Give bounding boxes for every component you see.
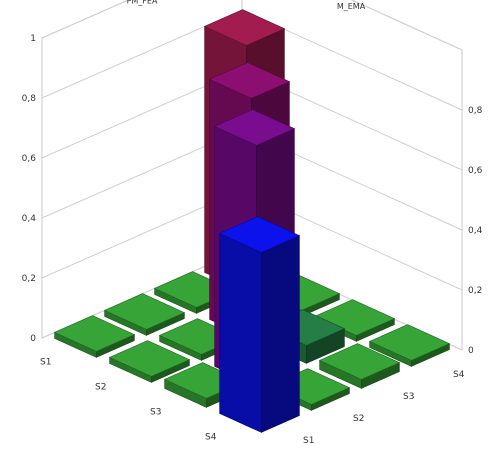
row-tick-label: S1 bbox=[40, 358, 51, 368]
z-tick-label-left: 1 bbox=[30, 34, 36, 44]
bar-face-top bbox=[218, 216, 301, 253]
right-wall-label: M_EMA bbox=[337, 2, 366, 11]
chart-labels: 0 0,2 0,4 0,6 0,8 1 0 0,2 0,4 0,6 0,8 PM_FEA M_EMA S1… bbox=[22, 0, 483, 446]
bar-s1-s1 bbox=[53, 315, 136, 358]
z-tick-label-right: 0,4 bbox=[468, 226, 483, 236]
col-tick-label: S4 bbox=[453, 370, 465, 380]
z-tick-label-right: 0 bbox=[468, 346, 474, 356]
row-tick-label: S3 bbox=[150, 408, 161, 418]
bar-face-top bbox=[208, 62, 291, 99]
z-tick-label-right: 0,8 bbox=[468, 106, 483, 116]
z-tick-label-left: 0,4 bbox=[22, 214, 37, 224]
z-tick-label-left: 0,6 bbox=[22, 154, 37, 164]
bar-face-top bbox=[108, 340, 191, 377]
z-tick-label-right: 0,6 bbox=[468, 166, 483, 176]
bar-face-top bbox=[53, 315, 136, 352]
wall-gridline bbox=[41, 0, 463, 51]
row-tick-label: S2 bbox=[95, 383, 106, 393]
z-tick-label-left: 0,2 bbox=[22, 274, 36, 284]
bar-face-top bbox=[213, 109, 296, 146]
bar-face-top bbox=[318, 343, 401, 380]
left-wall-label: PM_FEA bbox=[127, 0, 158, 6]
col-tick-label: S1 bbox=[303, 436, 314, 446]
bar-face-top bbox=[103, 293, 186, 330]
row-tick-label: S4 bbox=[205, 433, 217, 443]
bar-face-right bbox=[261, 235, 300, 433]
z-tick-label-left: 0,8 bbox=[22, 94, 37, 104]
chart-bars bbox=[53, 9, 451, 433]
col-tick-label: S3 bbox=[403, 392, 414, 402]
bar-face-top bbox=[368, 324, 451, 361]
z-tick-label-left: 0 bbox=[30, 334, 36, 344]
bar-s4-s1 bbox=[218, 216, 301, 433]
z-tick-label-right: 0,2 bbox=[468, 286, 482, 296]
bar-face-left bbox=[219, 232, 262, 433]
bar-s4-s4 bbox=[368, 324, 451, 367]
bar-s1-s2 bbox=[103, 293, 186, 336]
bar-face-top bbox=[203, 9, 286, 46]
col-tick-label: S2 bbox=[353, 414, 364, 424]
bar-s4-s3 bbox=[318, 343, 401, 389]
bar-s2-s1 bbox=[108, 340, 191, 383]
